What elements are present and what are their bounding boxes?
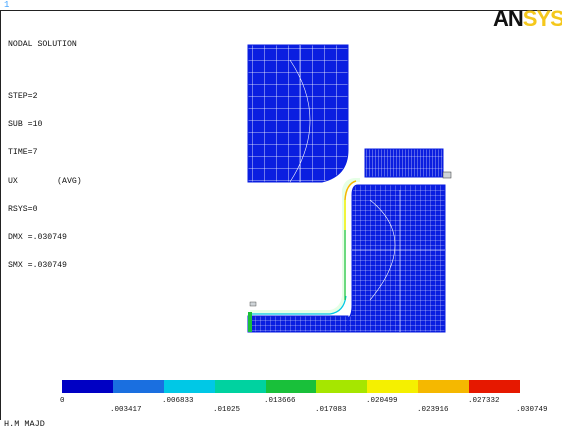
legend-tick-lower-1: .003417 <box>110 406 142 414</box>
window-number: 1 <box>4 0 10 10</box>
logo-text-1: AN <box>493 6 524 31</box>
lower-die <box>347 184 446 333</box>
legend-band-4 <box>214 380 266 393</box>
legend-tick-upper-4: .020499 <box>366 397 398 405</box>
blank-holder <box>364 148 444 178</box>
legend-tick-upper-2: .006833 <box>162 397 194 405</box>
info-sub: SUB =10 <box>8 120 43 130</box>
info-time: TIME=7 <box>8 148 38 158</box>
info-step: STEP=2 <box>8 91 38 101</box>
upper-die <box>247 44 349 183</box>
legend-band-3 <box>163 380 215 393</box>
ansys-logo: ANSYS <box>493 6 562 32</box>
legend-band-9 <box>469 380 521 393</box>
contour-legend-bar <box>62 380 521 393</box>
logo-text-2: SYS <box>522 6 562 31</box>
author-label: H.M MAJD <box>4 419 45 429</box>
legend-band-8 <box>418 380 470 393</box>
legend-tick-upper-1: 0 <box>60 397 65 405</box>
legend-tick-upper-5: .027332 <box>468 397 500 405</box>
plot-title: NODAL SOLUTION <box>8 39 77 49</box>
legend-tick-lower-3: .017083 <box>315 406 347 414</box>
legend-tick-lower-5: .030749 <box>516 406 548 414</box>
info-smx: SMX =.030749 <box>8 261 67 271</box>
sheet-blank <box>250 178 360 314</box>
info-rsys: RSYS=0 <box>8 204 38 214</box>
legend-band-7 <box>367 380 419 393</box>
legend-band-2 <box>112 380 164 393</box>
legend-tick-upper-3: .013666 <box>264 397 296 405</box>
legend-band-6 <box>316 380 368 393</box>
lower-strip <box>247 315 349 333</box>
legend-band-1 <box>62 380 113 393</box>
legend-tick-lower-2: .01025 <box>213 406 241 414</box>
frame-top-border <box>0 10 552 11</box>
frame-left-border <box>0 10 1 420</box>
legend-band-5 <box>265 380 317 393</box>
legend-tick-lower-4: .023916 <box>417 406 449 414</box>
info-ux: UX (AVG) <box>8 176 82 186</box>
info-dmx: DMX =.030749 <box>8 232 67 242</box>
solution-info: NODAL SOLUTION STEP=2 SUB =10 TIME=7 UX … <box>8 21 82 289</box>
